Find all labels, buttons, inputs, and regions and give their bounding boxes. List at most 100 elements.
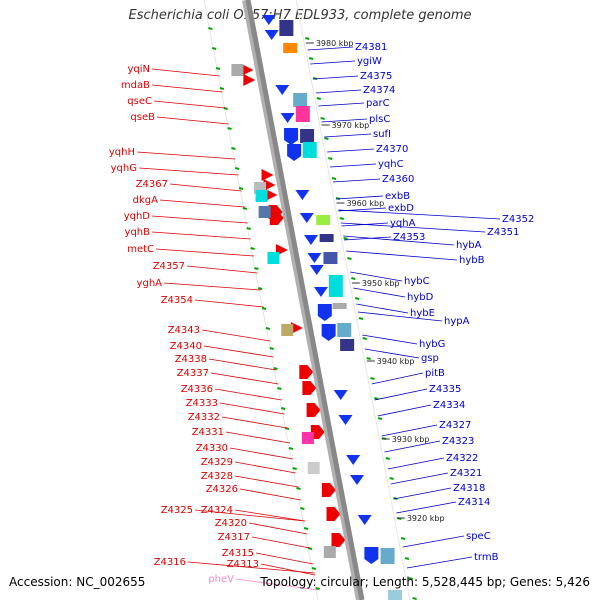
map-title: Escherichia coli O157:H7 EDL933, complet… — [128, 8, 472, 23]
gene-box-left — [307, 462, 320, 474]
genome-backbone — [203, 0, 411, 600]
gene-label-right: sufI — [373, 129, 391, 140]
gene-label-right: Z4381 — [355, 42, 387, 53]
tick-mark-right — [354, 297, 360, 300]
tick-mark-left — [300, 507, 305, 510]
gene-label-left: Z4329 — [201, 457, 233, 468]
leader-line-right — [364, 348, 420, 359]
gene-arrow-right-strand — [280, 113, 295, 123]
gene-label-right: Z4351 — [487, 227, 519, 238]
gene-label-left: Z4324 — [201, 505, 233, 516]
leader-line-left — [219, 402, 285, 415]
gene-label-left: Z4326 — [206, 484, 238, 495]
leader-line-right — [393, 487, 452, 500]
gene-arrow-right-strand — [313, 287, 328, 297]
leader-line-right — [313, 75, 359, 80]
leader-line-left — [201, 329, 271, 342]
leader-line-right — [343, 236, 392, 241]
leader-line-left — [169, 183, 242, 192]
gene-label-right: parC — [366, 98, 390, 109]
gene-block-left-strand — [321, 483, 336, 497]
gene-box-right — [332, 303, 347, 309]
tick-mark-left — [246, 227, 251, 230]
leader-line-right — [310, 60, 356, 65]
gene-box-left — [323, 546, 336, 558]
gene-arrow-left-strand — [263, 179, 276, 191]
gene-label-right: Z4360 — [382, 174, 414, 185]
leader-line-left — [153, 100, 226, 109]
leader-line-right — [338, 209, 501, 220]
gene-label-right: hybD — [407, 292, 434, 303]
leader-line-right — [381, 424, 438, 437]
tick-mark-left — [296, 487, 301, 490]
gene-label-left: yqiN — [127, 64, 150, 75]
tick-mark-right — [412, 597, 417, 600]
gene-label-left: Z4354 — [161, 295, 193, 306]
tick-mark-right — [351, 277, 356, 280]
leader-line-right — [390, 472, 449, 485]
tick-mark-right — [404, 557, 410, 560]
leader-line-left — [225, 431, 290, 444]
gene-label-right: hybC — [404, 276, 430, 287]
gene-label-right: hybG — [419, 339, 445, 350]
gene-arrow-left-strand — [265, 189, 278, 201]
gene-label-right: Z4318 — [453, 483, 485, 494]
gene-block-right-strand — [317, 304, 332, 321]
tick-mark-left — [211, 47, 217, 50]
gene-arrow-right-strand — [333, 390, 348, 400]
gene-arrow-right-strand — [295, 190, 310, 200]
gene-box-right — [388, 590, 403, 600]
leader-line-left — [151, 84, 223, 93]
leader-line-left — [234, 475, 299, 488]
gene-label-right: Z4352 — [502, 214, 534, 225]
tick-mark-left — [250, 247, 255, 250]
tick-mark-right — [339, 217, 345, 220]
tick-mark-left — [307, 547, 313, 550]
gene-label-right: Z4375 — [360, 71, 392, 82]
gene-label-right: Z4327 — [439, 420, 471, 431]
leader-line-left — [194, 509, 305, 522]
gene-box-left — [301, 432, 314, 444]
ruler-label: 3980 kbp — [316, 39, 354, 48]
accession-text: Accession: NC_002655 — [9, 575, 146, 589]
gene-box-right — [323, 252, 338, 264]
leader-line-right — [307, 46, 354, 51]
leader-line-right — [315, 89, 362, 94]
backbone-line — [245, 0, 365, 600]
ruler-label: 3940 kbp — [377, 357, 415, 366]
gene-label-right: exbD — [388, 203, 414, 214]
leader-line-left — [163, 282, 261, 291]
right-gene-labels: Z4381 ygiW Z4375 Z4374 parC plsC sufI Z4370 yqhC… — [307, 42, 534, 569]
tick-mark-left — [292, 467, 297, 470]
gene-box-left — [231, 64, 244, 76]
leader-line-left — [186, 265, 258, 274]
leader-line-right — [384, 440, 441, 453]
gene-arrow-left-strand — [241, 64, 254, 76]
leader-line-right — [353, 287, 406, 298]
gene-box-right — [337, 323, 352, 337]
gene-label-left: dkgA — [133, 195, 158, 206]
gene-label-right: hybA — [456, 240, 482, 251]
leader-line-right — [396, 501, 457, 514]
tick-mark-right — [389, 477, 394, 480]
tick-mark-left — [257, 287, 263, 290]
leader-line-right — [324, 133, 372, 138]
leader-line-left — [151, 215, 248, 224]
gene-arrow-right-strand — [261, 15, 276, 25]
gene-label-left: Z4343 — [168, 325, 200, 336]
gene-label-left: Z4316 — [154, 557, 186, 568]
leader-line-left — [255, 552, 314, 565]
gene-label-right: Z4323 — [442, 436, 474, 447]
gene-label-right: Z4374 — [363, 85, 395, 96]
gene-label-left: Z4336 — [181, 384, 213, 395]
gene-label-left: Z4332 — [188, 412, 220, 423]
gene-box-right — [316, 215, 331, 225]
tick-mark-right — [408, 577, 414, 580]
tick-mark-right — [305, 37, 310, 40]
leader-line-left — [151, 231, 251, 240]
leader-line-right — [327, 148, 375, 153]
gene-arrow-right-strand — [307, 253, 322, 263]
gene-label-left: yghA — [137, 278, 163, 289]
tick-mark-left — [288, 447, 294, 450]
